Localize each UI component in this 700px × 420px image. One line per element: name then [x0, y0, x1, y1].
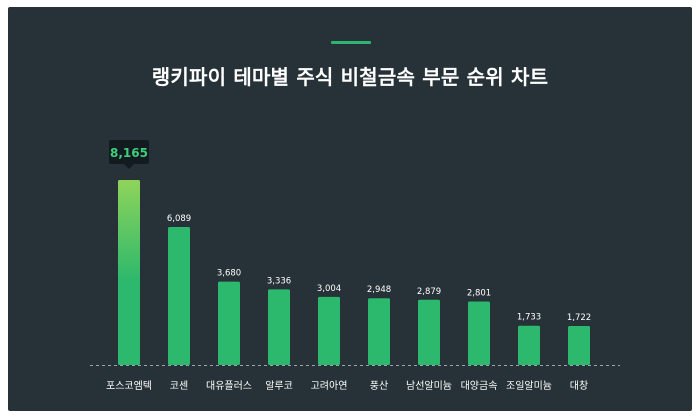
bar-7: [468, 301, 490, 365]
value-label-2: 3,680: [217, 269, 241, 279]
bar-2: [218, 281, 240, 365]
value-label-0: 8,165: [110, 146, 148, 160]
bar-8: [518, 325, 540, 365]
value-label-1: 6,089: [167, 214, 191, 224]
value-callout-box: [109, 140, 149, 164]
value-label-5: 2,948: [367, 285, 391, 295]
value-label-8: 1,733: [517, 313, 541, 323]
bar-4: [318, 296, 340, 365]
chart-title: 랭키파이 테마별 주식 비철금속 부문 순위 차트: [151, 65, 549, 89]
bar-5: [368, 298, 390, 365]
bar-1: [168, 227, 190, 365]
category-label-7: 대양금속: [461, 380, 498, 392]
category-label-8: 조일알미늄: [506, 380, 552, 392]
bar-chart: 8,165 포스코엠텍 6,089 코센 3,680 대유플러스 3,336 알루코 3,004…: [90, 140, 620, 392]
value-label-3: 3,336: [267, 276, 291, 286]
category-label-9: 대창: [570, 380, 588, 392]
category-label-0: 포스코엠텍: [106, 380, 152, 392]
value-label-7: 2,801: [467, 289, 491, 299]
title-accent-line: [331, 41, 371, 44]
category-label-1: 코센: [170, 380, 188, 392]
bar-3: [268, 289, 290, 365]
bar-6: [418, 299, 440, 365]
bar-0: [118, 180, 140, 365]
value-label-4: 3,004: [317, 284, 341, 294]
bar-9: [568, 325, 590, 365]
category-label-4: 고려아연: [311, 380, 348, 392]
category-label-6: 남선알미늄: [406, 380, 452, 392]
category-label-2: 대유플러스: [206, 380, 252, 392]
chart-card: 랭키파이 테마별 주식 비철금속 부문 순위 차트 8,165 포스코엠텍 6,08…: [8, 7, 692, 411]
value-label-9: 1,722: [567, 313, 591, 323]
value-callout-pointer: [124, 164, 134, 169]
value-label-6: 2,879: [417, 287, 441, 297]
category-label-5: 풍산: [370, 380, 388, 392]
category-label-3: 알루코: [265, 380, 293, 392]
